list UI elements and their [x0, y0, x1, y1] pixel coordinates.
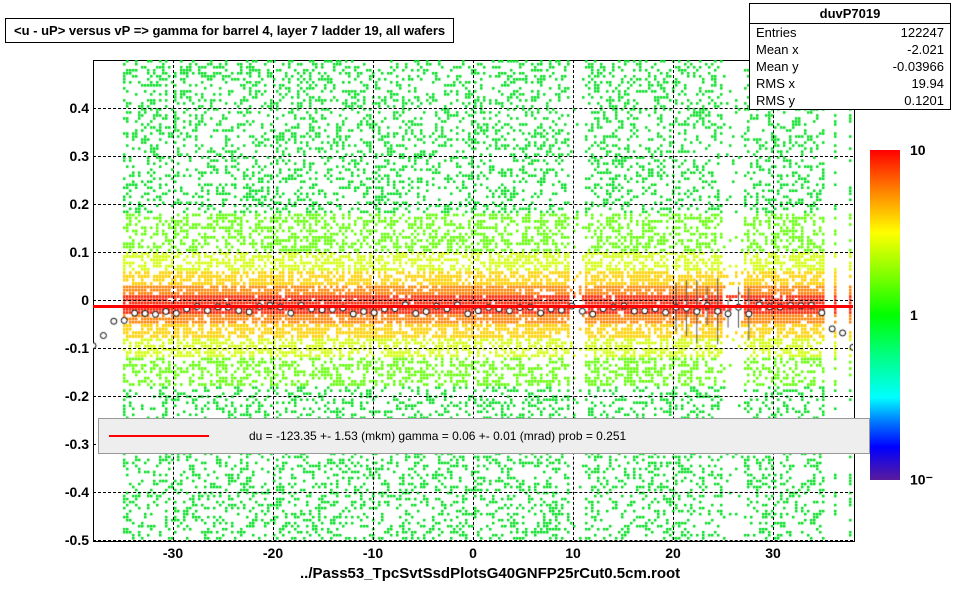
- colorbar-tick: 10: [910, 142, 926, 158]
- colorbar-tick: 10⁻: [910, 472, 933, 489]
- stats-name: duvP7019: [750, 4, 950, 24]
- x-tick-label: -10: [363, 545, 383, 561]
- stats-label: RMS y: [756, 93, 795, 108]
- stats-row: RMS y 0.1201: [750, 92, 950, 109]
- gridline-horizontal: [93, 540, 853, 541]
- y-tick-label: -0.2: [39, 388, 89, 404]
- stats-value: -2.021: [907, 42, 944, 57]
- stats-label: Mean x: [756, 42, 799, 57]
- y-tick-label: -0.4: [39, 484, 89, 500]
- stats-label: RMS x: [756, 76, 795, 91]
- x-tick-label: -30: [163, 545, 183, 561]
- x-tick-label: 30: [765, 545, 781, 561]
- stats-label: Entries: [756, 25, 796, 40]
- y-tick-label: -0.1: [39, 340, 89, 356]
- stats-row: Entries 122247: [750, 24, 950, 41]
- profile-markers: [93, 60, 853, 540]
- stats-value: -0.03966: [893, 59, 944, 74]
- y-tick-label: -0.3: [39, 436, 89, 452]
- fit-legend: du = -123.35 +- 1.53 (mkm) gamma = 0.06 …: [98, 418, 870, 454]
- stats-value: 122247: [901, 25, 944, 40]
- stats-value: 19.94: [911, 76, 944, 91]
- stats-row: Mean y -0.03966: [750, 58, 950, 75]
- fit-line: [93, 305, 853, 308]
- stats-box: duvP7019 Entries122247Mean x-2.021Mean y…: [749, 3, 951, 110]
- y-tick-label: 0: [39, 292, 89, 308]
- x-tick-label: 0: [469, 545, 477, 561]
- stats-row: RMS x 19.94: [750, 75, 950, 92]
- x-tick-label: -20: [263, 545, 283, 561]
- y-tick-label: 0.3: [39, 148, 89, 164]
- colorbar-tick: 1: [910, 307, 918, 323]
- y-tick-label: 0.2: [39, 196, 89, 212]
- x-tick-label: 10: [565, 545, 581, 561]
- y-tick-label: -0.5: [39, 532, 89, 548]
- x-axis-label: ../Pass53_TpcSvtSsdPlotsG40GNFP25rCut0.5…: [300, 565, 680, 582]
- y-tick-label: 0.4: [39, 100, 89, 116]
- stats-value: 0.1201: [904, 93, 944, 108]
- stats-label: Mean y: [756, 59, 799, 74]
- y-tick-label: 0.1: [39, 244, 89, 260]
- stats-row: Mean x -2.021: [750, 41, 950, 58]
- z-colorbar: [870, 150, 900, 480]
- x-tick-label: 20: [665, 545, 681, 561]
- chart-title: <u - uP> versus vP => gamma for barrel 4…: [5, 18, 454, 43]
- legend-text: du = -123.35 +- 1.53 (mkm) gamma = 0.06 …: [249, 429, 626, 443]
- legend-line-sample: [109, 435, 209, 437]
